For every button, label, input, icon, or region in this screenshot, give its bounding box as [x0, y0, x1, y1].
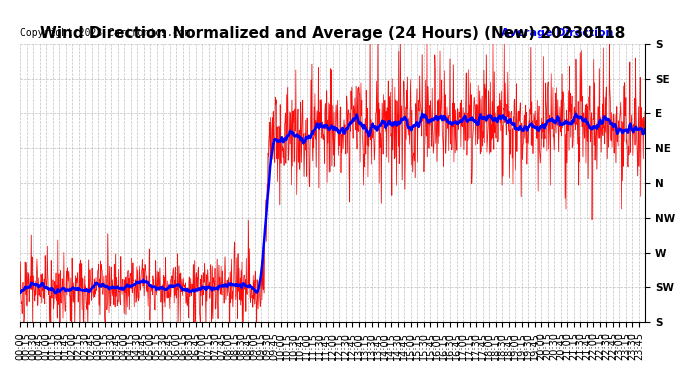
Text: Average Direction: Average Direction	[501, 28, 613, 38]
Text: Copyright 2023 Cartronics.com: Copyright 2023 Cartronics.com	[20, 28, 190, 38]
Title: Wind Direction Normalized and Average (24 Hours) (New) 20230118: Wind Direction Normalized and Average (2…	[40, 26, 625, 41]
